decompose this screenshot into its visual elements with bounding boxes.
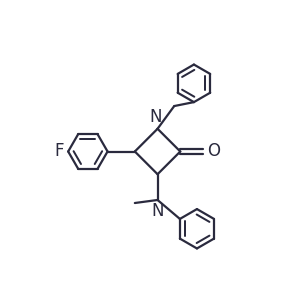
Text: F: F bbox=[55, 142, 64, 161]
Text: N: N bbox=[150, 108, 162, 126]
Text: N: N bbox=[151, 202, 164, 220]
Text: O: O bbox=[207, 142, 220, 161]
